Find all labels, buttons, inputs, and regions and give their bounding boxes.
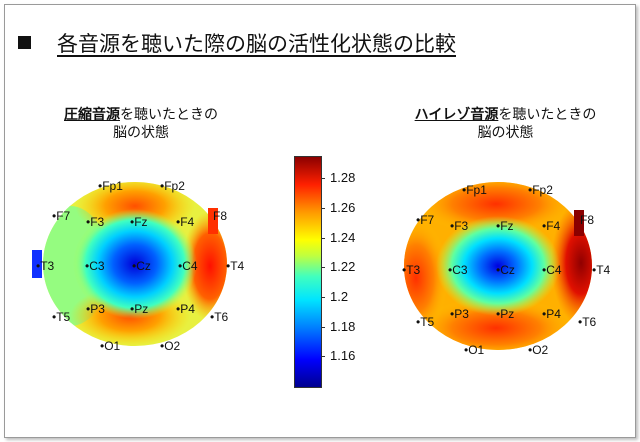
electrode-fz: •Fz [496, 219, 514, 233]
colorbar-tick-mark [321, 356, 325, 358]
electrode-t6: •T6 [578, 315, 597, 329]
electrode-fp1: •Fp1 [98, 179, 123, 193]
electrode-pz: •Pz [496, 307, 514, 321]
electrode-cz: •Cz [496, 263, 515, 277]
electrode-o1: •O1 [100, 339, 121, 353]
right-caption-rest: を聴いたときの [498, 107, 597, 123]
colorbar-tick-label: 1.16 [330, 348, 356, 364]
colorbar-tick-mark [321, 296, 325, 298]
colorbar-tick-mark [321, 207, 325, 209]
colorbar-tick-label: 1.26 [330, 199, 356, 215]
electrode-t3: •T3 [402, 263, 421, 277]
electrode-fp2: •Fp2 [160, 179, 185, 193]
left-caption-line2: 脳の状態 [113, 125, 169, 141]
left-f8-edge [208, 208, 218, 234]
electrode-t4: •T4 [592, 263, 611, 277]
electrode-f7: •F7 [52, 209, 71, 223]
right-f8-edge [574, 210, 584, 236]
right-caption-bold: ハイレゾ音源 [414, 107, 499, 123]
left-brain-map: •Fp1 •Fp2 •F7 •F3 •Fz •F4 F8 •T3 •C3 •Cz… [32, 179, 245, 353]
electrode-c3: •C3 [85, 259, 105, 273]
electrode-cz: •Cz [132, 259, 151, 273]
electrode-c4: •C4 [542, 263, 562, 277]
electrode-c3: •C3 [448, 263, 468, 277]
left-caption: 圧縮音源を聴いたときの 脳の状態 [50, 106, 232, 142]
electrode-p4: •P4 [542, 307, 561, 321]
electrode-f8: F8 [580, 213, 594, 227]
colorbar-tick-mark [321, 267, 325, 269]
right-caption: ハイレゾ音源を聴いたときの 脳の状態 [398, 106, 613, 142]
left-caption-rest: を聴いたときの [120, 107, 218, 123]
electrode-o2: •O2 [528, 343, 549, 357]
colorbar-tick-mark [321, 237, 325, 239]
colorbar-tick-mark [321, 326, 325, 328]
electrode-f3: •F3 [86, 215, 105, 229]
colorbar-tick-label: 1.24 [330, 229, 356, 245]
left-caption-bold: 圧縮音源 [64, 107, 120, 123]
colorbar-tick-mark [321, 178, 325, 180]
electrode-o1: •O1 [464, 343, 485, 357]
electrode-t5: •T5 [416, 315, 435, 329]
electrode-f3: •F3 [450, 219, 469, 233]
colorbar-tick-label: 1.2 [330, 288, 349, 304]
colorbar-tick-label: 1.28 [330, 170, 356, 186]
electrode-t4: •T4 [226, 259, 245, 273]
electrode-pz: •Pz [130, 302, 148, 316]
electrode-t5: •T5 [52, 310, 71, 324]
electrode-f7: •F7 [416, 213, 435, 227]
colorbar-tick-label: 1.18 [330, 318, 356, 334]
electrode-t3: •T3 [36, 259, 55, 273]
title-text: 各音源を聴いた際の脳の活性化状態の比較 [57, 32, 456, 56]
slide-title: 各音源を聴いた際の脳の活性化状態の比較 [18, 28, 456, 58]
electrode-f8: F8 [213, 209, 227, 223]
right-caption-line2: 脳の状態 [477, 125, 534, 141]
title-bullet-square [18, 36, 31, 49]
electrode-o2: •O2 [160, 339, 181, 353]
electrode-f4: •F4 [176, 215, 195, 229]
electrode-p3: •P3 [86, 302, 105, 316]
electrode-fp1: •Fp1 [462, 183, 487, 197]
electrode-fz: •Fz [130, 215, 148, 229]
colorbar-tick-label: 1.22 [330, 259, 356, 275]
electrode-fp2: •Fp2 [528, 183, 553, 197]
electrode-c4: •C4 [178, 259, 198, 273]
electrode-p3: •P3 [450, 307, 469, 321]
colorbar: 1.28 1.26 1.24 1.22 1.2 1.18 1.16 [294, 156, 366, 388]
electrode-t6: •T6 [210, 310, 229, 324]
electrode-p4: •P4 [176, 302, 195, 316]
colorbar-gradient [294, 156, 322, 388]
left-t3-edge [32, 250, 42, 278]
electrode-f4: •F4 [542, 219, 561, 233]
right-brain-map: •Fp1 •Fp2 •F7 •F3 •Fz •F4 F8 •T3 •C3 •Cz… [402, 182, 611, 357]
